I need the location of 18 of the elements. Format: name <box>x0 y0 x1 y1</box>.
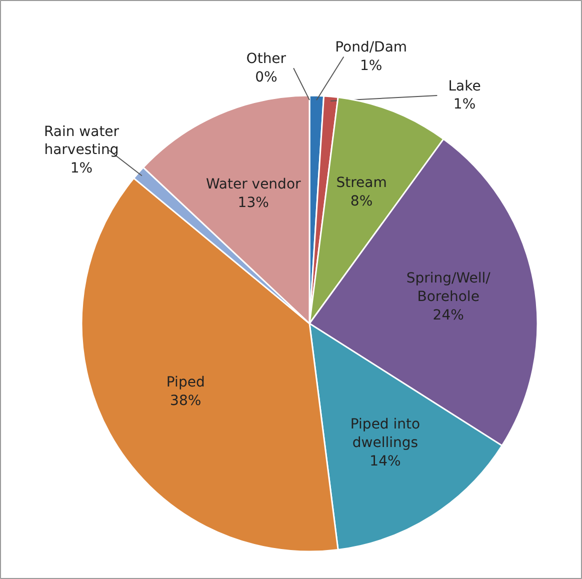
data-label: 13% <box>238 194 269 211</box>
data-label: 14% <box>370 453 401 470</box>
data-label: 8% <box>350 193 373 210</box>
slice-label: Piped into dwellings <box>350 416 420 451</box>
slice-label: Spring/Well/ Borehole <box>406 270 491 306</box>
data-label: 38% <box>170 392 202 409</box>
slice-label: Stream <box>336 174 387 191</box>
slice-label: Pond/Dam <box>335 40 408 56</box>
slice-label: Rain water harvesting <box>44 124 120 158</box>
slice-label: Lake <box>448 78 481 94</box>
slice-label: Water vendor <box>206 176 302 193</box>
text: 0% <box>255 69 278 86</box>
data-label: 1% <box>453 96 476 113</box>
slice-label: Piped <box>166 374 205 390</box>
data-label: 1% <box>360 58 382 74</box>
data-label: 1% <box>70 160 93 177</box>
data-label: 24% <box>432 307 464 324</box>
category-label: Other <box>246 50 286 67</box>
